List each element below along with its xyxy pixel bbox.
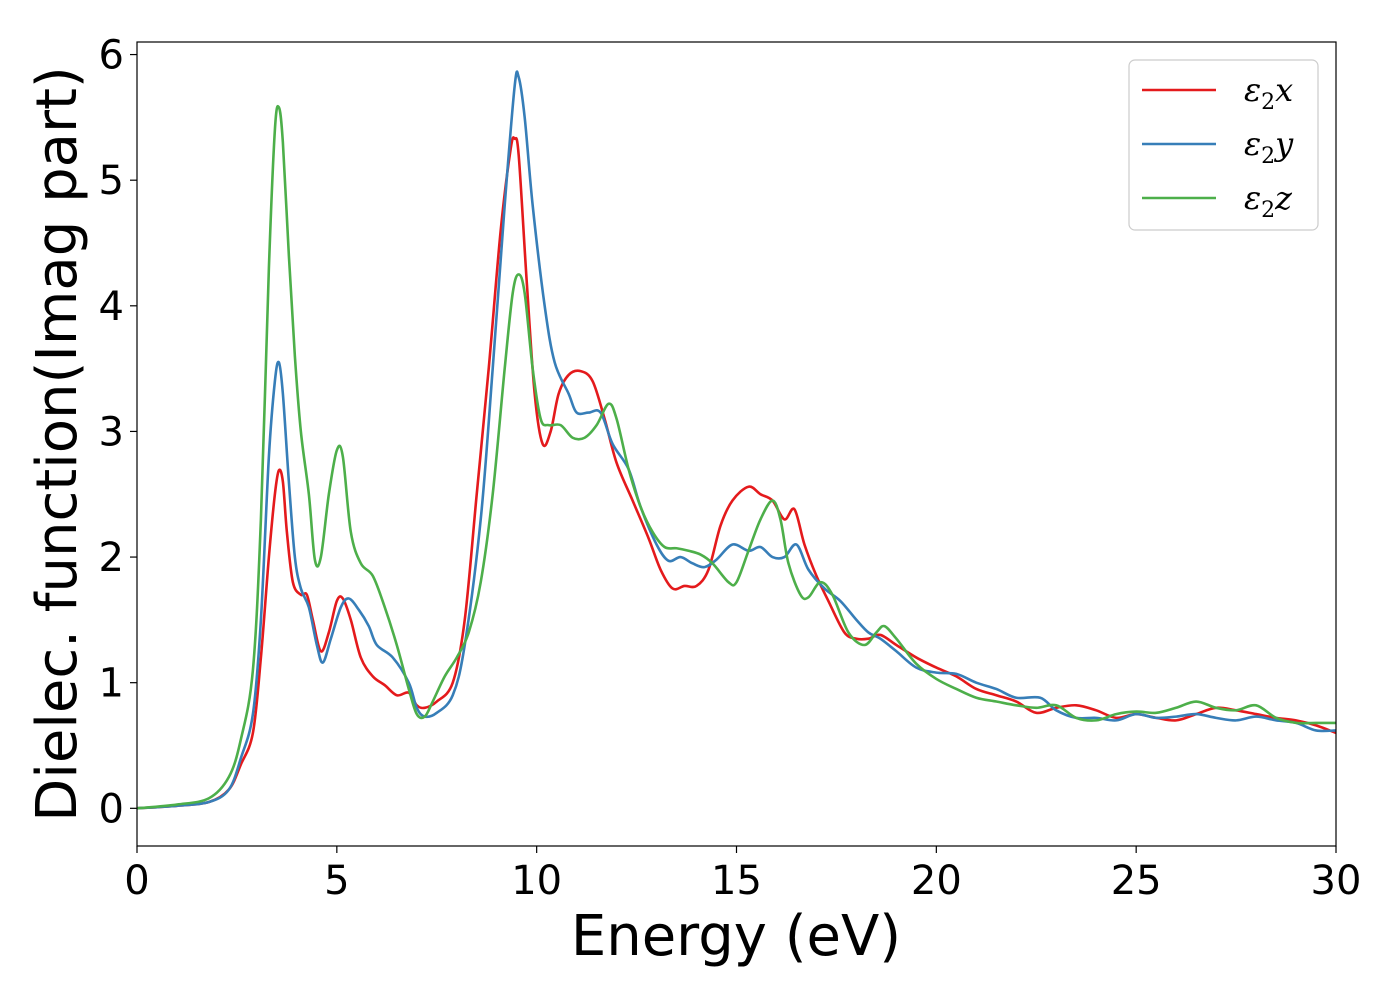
y-tick-label: 0 (99, 786, 124, 832)
series-line-z (137, 104, 1336, 810)
x-tick-label: 30 (1311, 858, 1362, 904)
x-axis-title: Energy (eV) (571, 904, 901, 969)
legend: ε2x ε2y ε2z (1128, 59, 1319, 231)
x-tick-label: 0 (124, 858, 149, 904)
y-tick-label: 4 (99, 284, 124, 330)
y-tick-label: 2 (99, 535, 124, 581)
legend-label-z: ε2z (1244, 179, 1293, 223)
x-tick-label: 25 (1111, 858, 1162, 904)
x-tick-label: 10 (511, 858, 562, 904)
legend-label-x: ε2x (1244, 71, 1293, 115)
x-axis: 0 5 10 15 20 25 30 (124, 846, 1361, 904)
y-tick-label: 3 (99, 409, 124, 455)
x-tick-label: 20 (911, 858, 962, 904)
y-axis-title: Dielec. function(Imag part) (25, 66, 90, 822)
y-tick-label: 6 (99, 33, 124, 79)
series-layer (137, 70, 1336, 810)
y-tick-label: 1 (99, 661, 124, 707)
y-tick-label: 5 (99, 158, 124, 204)
x-tick-label: 15 (711, 858, 762, 904)
legend-label-y: ε2y (1244, 125, 1294, 169)
legend-box (1128, 59, 1319, 231)
x-tick-label: 5 (324, 858, 349, 904)
y-axis: 0 1 2 3 4 5 6 (99, 33, 137, 832)
series-line-y (137, 70, 1336, 810)
